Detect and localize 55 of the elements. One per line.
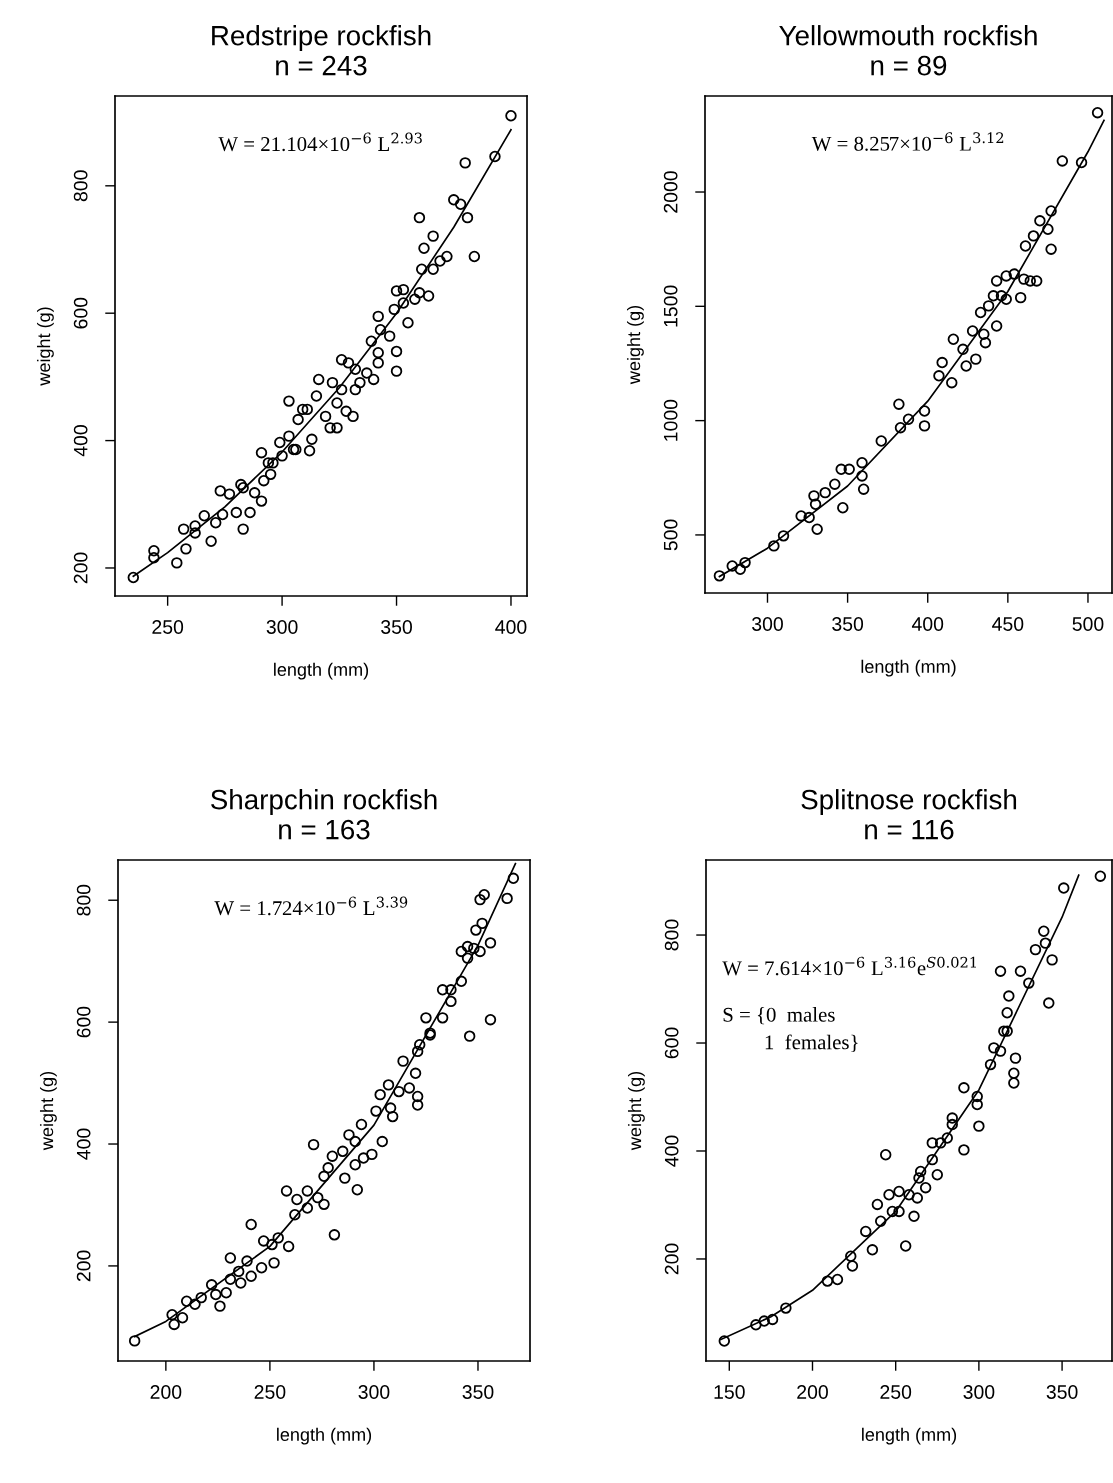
x-tick-label: 300 [752,617,783,631]
y-tick-label: 400 [664,1135,679,1167]
x-tick-label: 200 [797,1385,828,1399]
y-tick-label: 200 [76,1250,91,1282]
y-axis-title: weight (g) [36,307,54,386]
y-tick-label: 600 [664,1027,679,1059]
chart-title: Sharpchin rockfish [211,789,437,815]
x-axis-title: length (mm) [274,662,369,680]
annotation: W = 21.104×10$^{−6}$ L$^{2.93}$ [218,132,422,152]
x-tick-label: 500 [1072,617,1104,631]
annotation: W = 1.724×10$^{−6}$ L$^{3.39}$ [214,896,408,916]
y-tick-label: 200 [664,1243,679,1275]
annotation: W = 8.257×10$^{−6}$ L$^{3.12}$ [811,132,1004,151]
x-tick-label: 250 [254,1385,286,1399]
y-tick-label: 2000 [663,171,678,213]
chart-title: Yellowmouth rockfish [779,25,1037,46]
y-tick-label: 1500 [663,285,678,327]
chart-title: Splitnose rockfish [801,789,1017,815]
y-tick-label: 800 [73,170,88,202]
y-tick-label: 600 [76,1006,91,1038]
chart-subtitle: n = 89 [871,55,947,76]
x-tick-label: 400 [911,617,944,631]
x-tick-label: 250 [880,1385,912,1399]
x-tick-label: 350 [381,620,412,634]
chart-title: Redstripe rockfish [212,25,431,51]
y-tick-label: 500 [663,519,678,551]
x-tick-label: 450 [992,617,1024,631]
x-tick-label: 350 [832,617,864,631]
x-tick-label: 250 [152,620,184,634]
annotation: S = {0 males 1 females} [723,1007,858,1052]
y-tick-label: 200 [73,552,88,584]
x-tick-label: 200 [150,1385,182,1399]
chart-subtitle: n = 163 [279,819,370,840]
y-axis-title: weight (g) [39,1071,57,1151]
chart-subtitle: n = 243 [276,55,367,76]
y-axis-title: weight (g) [627,1071,645,1151]
x-axis-title: length (mm) [861,659,956,677]
x-tick-label: 150 [714,1385,745,1399]
y-tick-label: 1000 [663,399,678,441]
y-tick-label: 800 [76,884,91,916]
x-tick-label: 300 [358,1385,390,1399]
chart-subtitle: n = 116 [865,819,954,840]
y-tick-label: 600 [73,297,88,329]
y-tick-label: 800 [664,919,679,951]
annotation: W = 7.614×10$^{−6}$ L$^{3.16}$e$^{S0.021}$ [722,956,976,976]
x-tick-label: 300 [963,1385,995,1399]
x-axis-title: length (mm) [862,1427,957,1445]
x-tick-label: 350 [462,1385,494,1399]
y-tick-label: 400 [73,425,88,457]
x-axis-title: length (mm) [277,1427,372,1445]
x-tick-label: 350 [1046,1385,1078,1399]
y-axis-title: weight (g) [626,305,644,385]
x-tick-label: 300 [266,620,298,634]
x-tick-label: 400 [495,620,527,634]
y-tick-label: 400 [76,1128,91,1160]
